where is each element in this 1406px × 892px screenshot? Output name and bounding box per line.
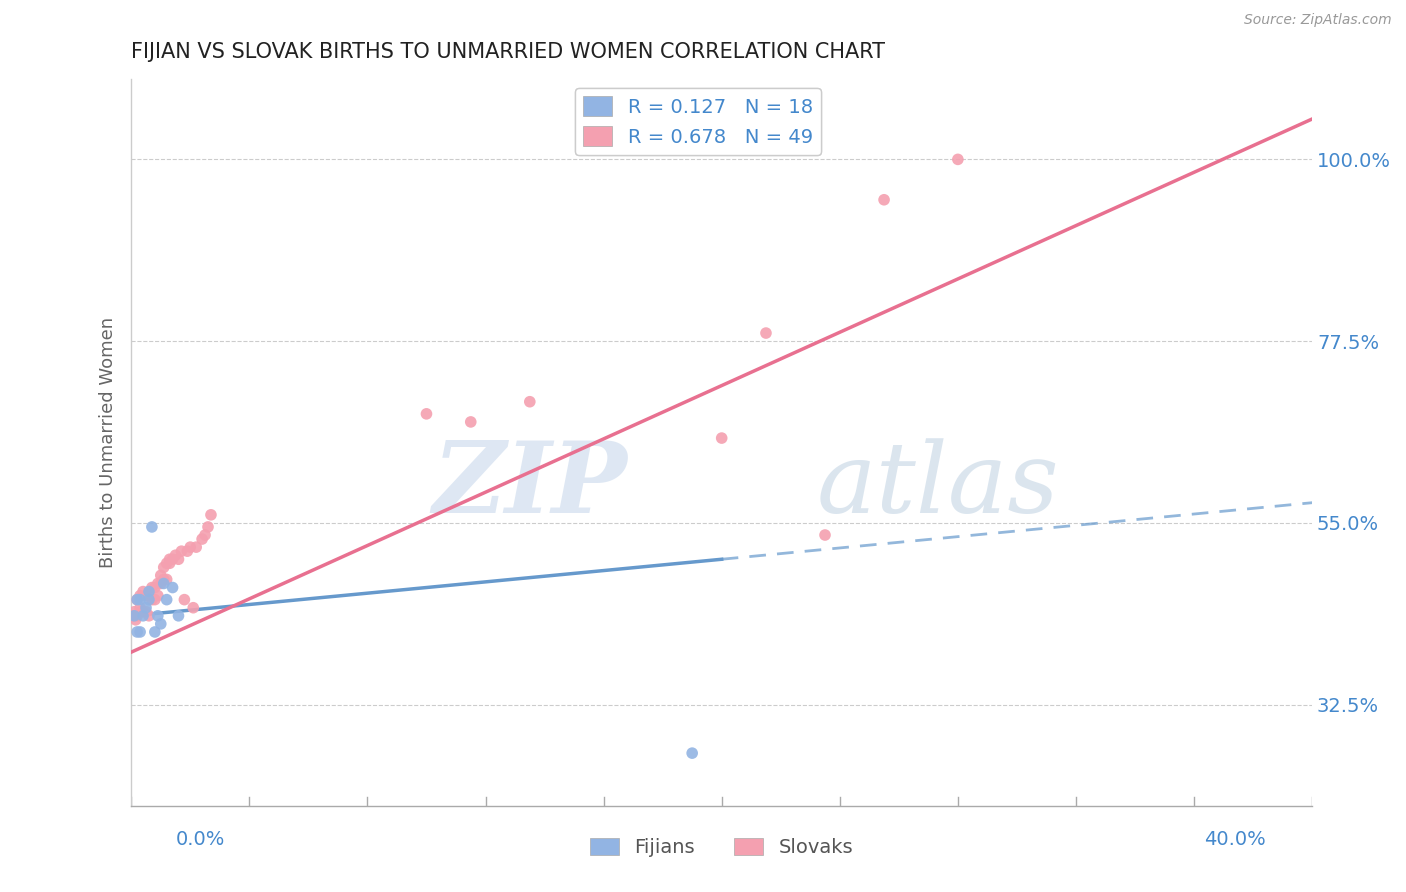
Point	[152, 560, 174, 574]
Point	[149, 576, 172, 591]
Point	[149, 616, 172, 631]
Point	[141, 581, 163, 595]
Point	[132, 584, 155, 599]
Point	[122, 605, 145, 619]
Point	[170, 544, 193, 558]
Point	[143, 624, 166, 639]
Point	[127, 592, 149, 607]
Point	[159, 552, 181, 566]
Point	[132, 605, 155, 619]
Point	[135, 600, 157, 615]
Point	[127, 624, 149, 639]
Point	[122, 608, 145, 623]
Point	[149, 568, 172, 582]
Point	[141, 520, 163, 534]
Point	[129, 589, 152, 603]
Text: FIJIAN VS SLOVAK BIRTHS TO UNMARRIED WOMEN CORRELATION CHART: FIJIAN VS SLOVAK BIRTHS TO UNMARRIED WOM…	[131, 42, 886, 62]
Point	[152, 573, 174, 587]
Point	[129, 600, 152, 615]
Point	[460, 415, 482, 429]
Point	[124, 613, 146, 627]
Point	[186, 540, 208, 554]
Point	[141, 592, 163, 607]
Point	[167, 608, 190, 623]
Text: 0.0%: 0.0%	[176, 830, 225, 849]
Point	[162, 552, 184, 566]
Text: atlas: atlas	[815, 438, 1059, 533]
Point	[167, 552, 190, 566]
Point	[156, 573, 179, 587]
Point	[197, 520, 219, 534]
Point	[138, 584, 160, 599]
Point	[135, 589, 157, 603]
Point	[138, 589, 160, 603]
Point	[159, 556, 181, 570]
Text: 40.0%: 40.0%	[1204, 830, 1265, 849]
Point	[129, 605, 152, 619]
Text: ZIP: ZIP	[432, 437, 627, 534]
Point	[681, 746, 703, 760]
Point	[146, 576, 169, 591]
Point	[814, 528, 837, 542]
Legend: R = 0.127   N = 18, R = 0.678   N = 49: R = 0.127 N = 18, R = 0.678 N = 49	[575, 88, 821, 154]
Point	[173, 592, 195, 607]
Point	[162, 581, 184, 595]
Point	[152, 576, 174, 591]
Point	[710, 431, 733, 445]
Point	[146, 608, 169, 623]
Point	[156, 556, 179, 570]
Point	[181, 600, 204, 615]
Point	[755, 326, 778, 340]
Point	[191, 532, 214, 546]
Point	[176, 544, 198, 558]
Point	[156, 592, 179, 607]
Point	[138, 592, 160, 607]
Point	[873, 193, 896, 207]
Point	[194, 528, 217, 542]
Point	[127, 592, 149, 607]
Point	[138, 608, 160, 623]
Point	[415, 407, 437, 421]
Point	[127, 608, 149, 623]
Point	[129, 624, 152, 639]
Point	[146, 589, 169, 603]
Y-axis label: Births to Unmarried Women: Births to Unmarried Women	[100, 317, 117, 567]
Point	[179, 540, 201, 554]
Text: Source: ZipAtlas.com: Source: ZipAtlas.com	[1244, 13, 1392, 28]
Point	[946, 153, 969, 167]
Point	[121, 608, 143, 623]
Point	[200, 508, 222, 522]
Point	[165, 548, 187, 562]
Point	[143, 592, 166, 607]
Point	[135, 605, 157, 619]
Point	[132, 608, 155, 623]
Point	[519, 394, 541, 409]
Point	[129, 592, 152, 607]
Point	[143, 581, 166, 595]
